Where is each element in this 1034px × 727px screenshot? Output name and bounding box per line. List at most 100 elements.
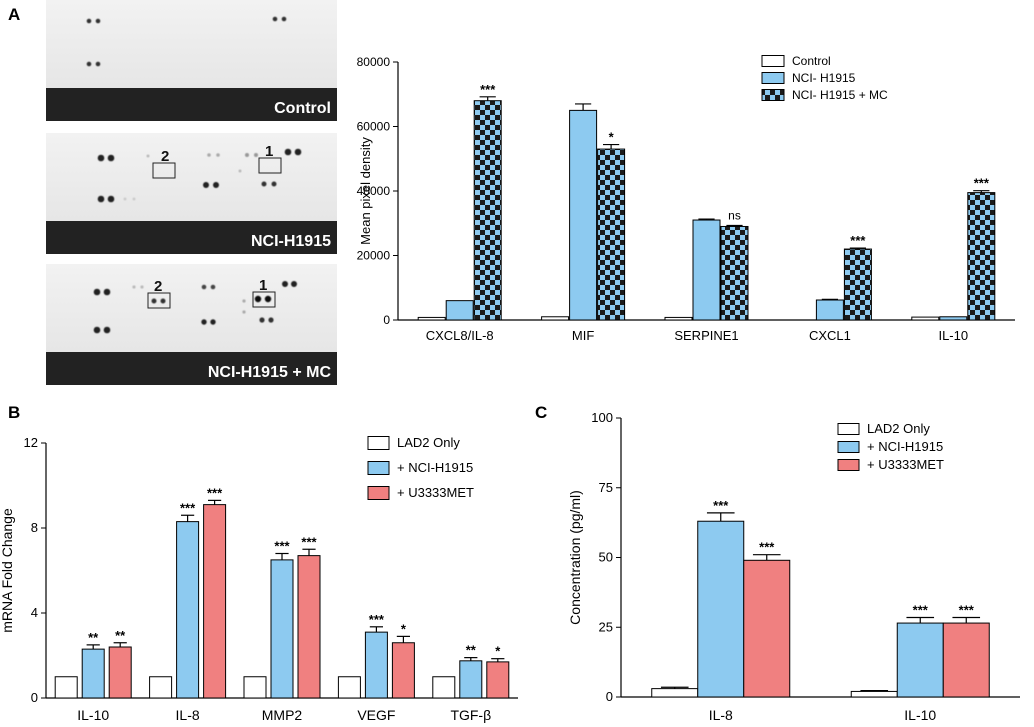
bar bbox=[486, 661, 510, 699]
bar bbox=[597, 148, 626, 321]
bar bbox=[541, 316, 570, 321]
legend-swatch bbox=[837, 423, 860, 435]
significance-label: *** bbox=[913, 602, 929, 617]
significance-label: *** bbox=[480, 82, 496, 97]
blot-h1915-mc: 2 1 NCI-H1915 + MC bbox=[46, 264, 337, 385]
blot-box-label-2: 2 bbox=[161, 148, 169, 165]
bar bbox=[432, 676, 456, 699]
bar bbox=[651, 688, 699, 698]
significance-label: ns bbox=[728, 209, 741, 223]
significance-label: *** bbox=[274, 539, 290, 554]
category-label: CXCL8/IL-8 bbox=[426, 328, 494, 343]
bar bbox=[967, 192, 996, 321]
bar bbox=[569, 109, 598, 321]
bar bbox=[417, 316, 446, 321]
category-label: IL-10 bbox=[77, 707, 109, 723]
significance-label: ** bbox=[466, 643, 477, 658]
bar bbox=[459, 660, 483, 699]
blot-dots bbox=[93, 281, 297, 334]
legend-swatch bbox=[761, 72, 785, 84]
blot-box-label-2: 2 bbox=[154, 278, 162, 295]
significance-label: *** bbox=[369, 612, 385, 627]
category-label: IL-10 bbox=[938, 328, 968, 343]
y-tick-label: 0 bbox=[606, 689, 613, 704]
blot-box-1 bbox=[258, 157, 282, 174]
legend-swatch bbox=[761, 89, 785, 101]
blot-h1915: 2 1 NCI-H1915 bbox=[46, 133, 337, 254]
significance-label: *** bbox=[301, 534, 317, 549]
bar bbox=[149, 676, 173, 699]
y-tick-label: 75 bbox=[599, 480, 613, 495]
panel-label-b: B bbox=[8, 403, 20, 422]
panel-label-a: A bbox=[8, 5, 20, 24]
legend-label: NCI- H1915 bbox=[792, 71, 856, 85]
y-tick-label: 40000 bbox=[357, 184, 391, 198]
blot-box-1 bbox=[252, 291, 276, 308]
legend-swatch bbox=[837, 441, 860, 453]
bar bbox=[720, 225, 749, 321]
y-tick-label: 0 bbox=[31, 690, 38, 705]
blot-dots bbox=[86, 16, 287, 67]
bar bbox=[896, 622, 944, 698]
bar bbox=[743, 559, 791, 698]
category-label: VEGF bbox=[357, 707, 395, 723]
category-label: IL-8 bbox=[709, 707, 733, 723]
category-label: MIF bbox=[572, 328, 594, 343]
bar bbox=[391, 642, 415, 699]
chart-c: 0 25 50 75 100 Concentration (pg/ml) IL-8 IL-10… bbox=[567, 410, 1020, 723]
bar bbox=[243, 676, 267, 699]
legend-swatch bbox=[367, 436, 390, 450]
y-tick-label: 60000 bbox=[357, 120, 391, 134]
bar bbox=[176, 521, 200, 699]
significance-label: ** bbox=[88, 630, 99, 645]
legend-label: + U3333MET bbox=[397, 485, 474, 500]
legend-label: NCI- H1915 + MC bbox=[792, 88, 888, 102]
category-label: MMP2 bbox=[262, 707, 303, 723]
category-label: SERPINE1 bbox=[674, 328, 738, 343]
y-tick-label: 12 bbox=[24, 435, 38, 450]
blot-label-control: Control bbox=[274, 100, 331, 117]
y-axis-label: mRNA Fold Change bbox=[0, 508, 15, 633]
chart-a: 0 20000 40000 60000 80000 Mean pixel density C… bbox=[357, 54, 1015, 343]
y-tick-label: 0 bbox=[383, 313, 390, 327]
legend-label: Control bbox=[792, 54, 831, 68]
significance-label: *** bbox=[850, 233, 866, 248]
y-axis-label: Concentration (pg/ml) bbox=[567, 490, 583, 625]
bar bbox=[203, 504, 227, 699]
legend-label: LAD2 Only bbox=[397, 435, 460, 450]
bar bbox=[81, 648, 105, 699]
bar bbox=[664, 316, 693, 321]
category-label: IL-8 bbox=[176, 707, 200, 723]
significance-label: *** bbox=[207, 485, 223, 500]
bar bbox=[270, 559, 294, 699]
y-tick-label: 50 bbox=[599, 550, 613, 565]
y-tick-label: 100 bbox=[591, 410, 613, 425]
category-label: CXCL1 bbox=[809, 328, 851, 343]
y-tick-label: 25 bbox=[599, 619, 613, 634]
significance-label: * bbox=[495, 644, 501, 659]
legend-label: + U3333MET bbox=[867, 457, 944, 472]
bar bbox=[850, 690, 898, 698]
legend-label: + NCI-H1915 bbox=[867, 439, 943, 454]
y-tick-label: 4 bbox=[31, 605, 38, 620]
legend-label: + NCI-H1915 bbox=[397, 460, 473, 475]
significance-label: *** bbox=[759, 540, 775, 555]
significance-label: *** bbox=[713, 498, 729, 513]
bar bbox=[364, 631, 388, 699]
significance-label: *** bbox=[180, 500, 196, 515]
blot-box-2 bbox=[147, 292, 171, 309]
blot-label-h1915-mc: NCI-H1915 + MC bbox=[208, 364, 332, 381]
bar bbox=[54, 676, 78, 699]
significance-label: *** bbox=[959, 602, 975, 617]
legend-swatch bbox=[367, 461, 390, 475]
significance-label: * bbox=[609, 130, 615, 145]
legend-swatch bbox=[761, 55, 785, 67]
bar bbox=[843, 248, 872, 321]
bar bbox=[697, 520, 745, 698]
legend-swatch bbox=[837, 459, 860, 471]
bar bbox=[473, 100, 502, 321]
y-tick-label: 8 bbox=[31, 520, 38, 535]
chart-b: 0 4 8 12 mRNA Fold Change IL-10 IL-8 MMP2 VEGF TG… bbox=[0, 435, 518, 723]
bar bbox=[939, 316, 968, 321]
significance-label: *** bbox=[974, 176, 990, 191]
